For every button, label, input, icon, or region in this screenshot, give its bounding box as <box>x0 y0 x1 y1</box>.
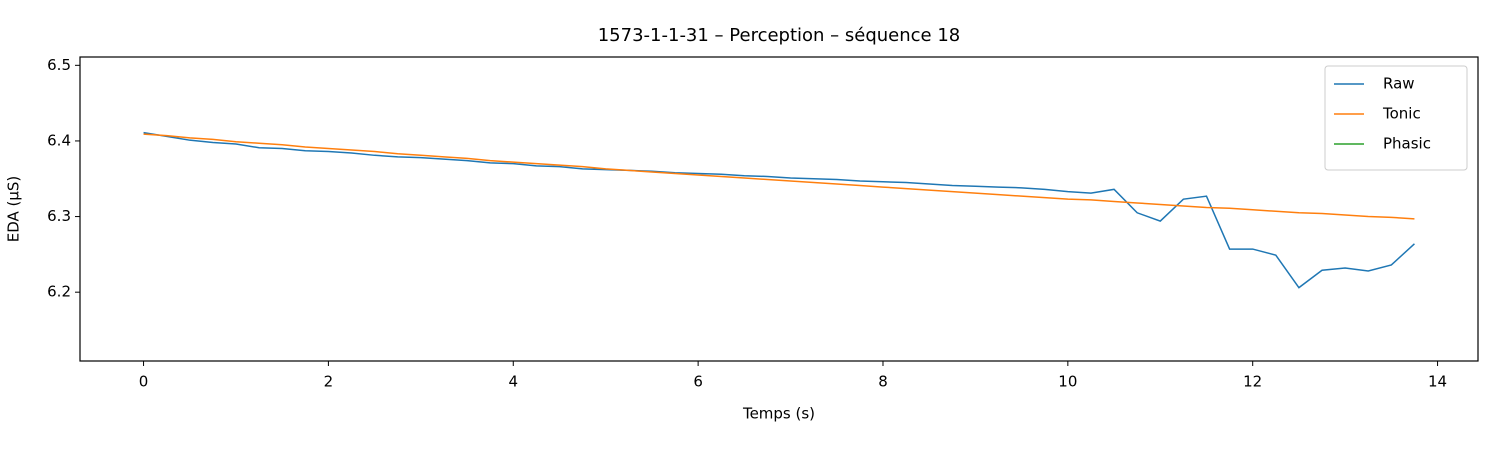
legend-label: Tonic <box>1382 105 1421 123</box>
y-tick-label: 6.4 <box>47 131 71 149</box>
legend-label: Phasic <box>1383 135 1431 153</box>
y-tick-label: 6.2 <box>47 283 71 301</box>
x-tick-label: 6 <box>693 373 703 391</box>
x-axis-label: Temps (s) <box>742 405 815 423</box>
chart-title: 1573-1-1-31 – Perception – séquence 18 <box>598 25 961 46</box>
x-tick-label: 14 <box>1428 373 1447 391</box>
y-axis-label: EDA (µS) <box>5 176 23 243</box>
axes-frame <box>79 56 1479 362</box>
y-tick-label: 6.5 <box>47 56 71 74</box>
series-line <box>143 131 1415 289</box>
x-tick-label: 4 <box>508 373 518 391</box>
x-tick-label: 2 <box>324 373 334 391</box>
x-tick-label: 12 <box>1243 373 1262 391</box>
x-tick-label: 8 <box>878 373 888 391</box>
series-line <box>143 133 1415 220</box>
legend-label: Raw <box>1383 75 1415 93</box>
plot-area <box>143 131 1415 289</box>
x-tick-label: 0 <box>139 373 149 391</box>
x-tick-label: 10 <box>1058 373 1077 391</box>
y-tick-label: 6.3 <box>47 207 71 225</box>
